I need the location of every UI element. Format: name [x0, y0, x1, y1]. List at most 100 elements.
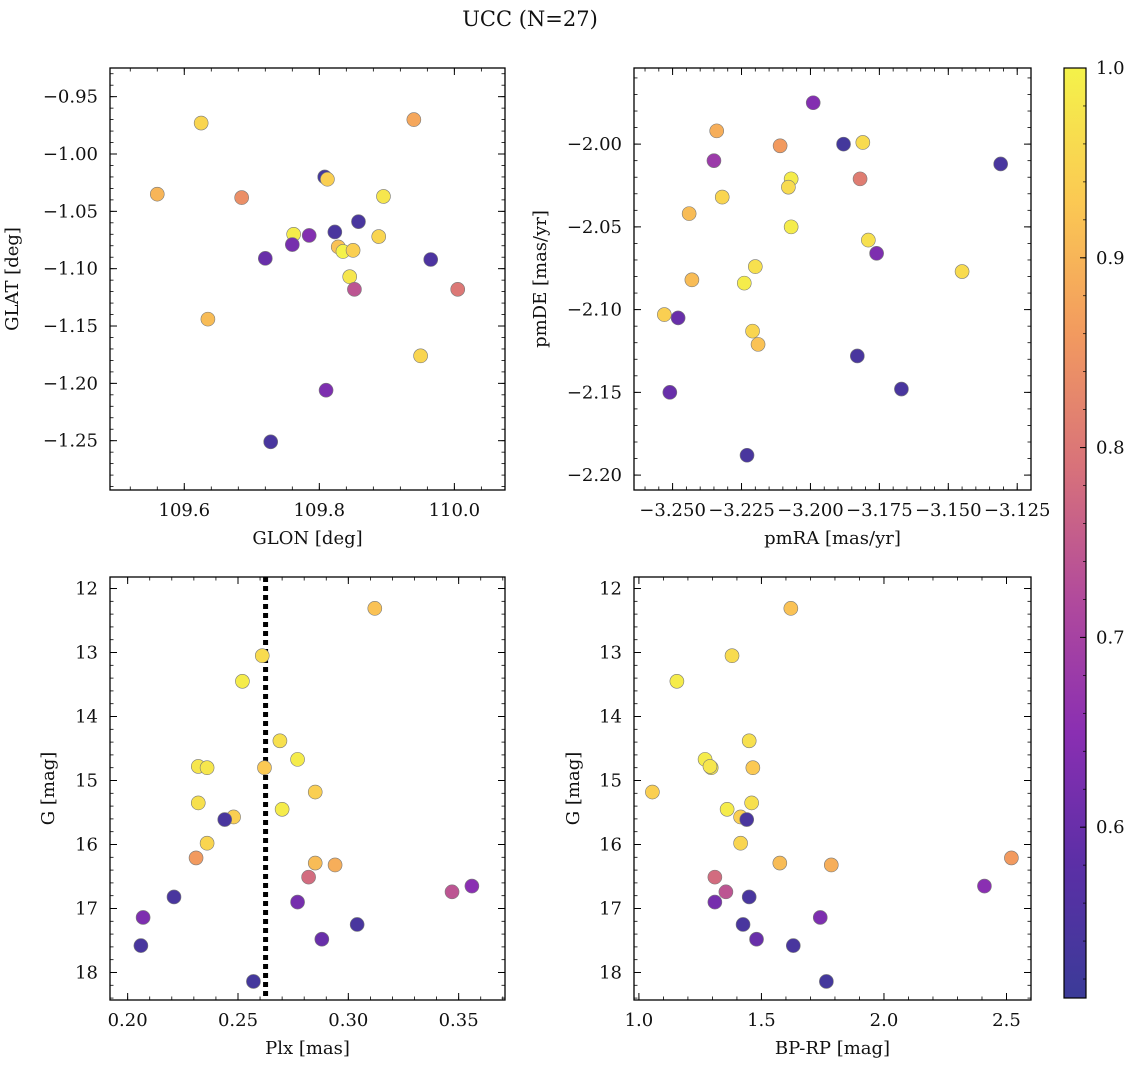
data-point	[133, 938, 149, 953]
x-axis-label: Plx [mas]	[265, 1038, 350, 1059]
y-tick-label: 12	[75, 579, 98, 600]
x-tick-label: 0.25	[218, 1010, 258, 1031]
data-point	[894, 381, 909, 397]
x-axis-label: pmRA [mas/yr]	[764, 528, 901, 549]
data-point	[702, 759, 718, 774]
data-point	[199, 835, 215, 851]
y-tick-label: 17	[599, 898, 622, 919]
data-point	[724, 648, 740, 664]
x-tick-label: 0.20	[108, 1010, 148, 1031]
data-point	[349, 917, 365, 932]
panels: 109.6 109.8 110.0 −0.95 −1.00 −1.05 −1.10 −1.15…	[2, 67, 1051, 1059]
y-tick-label: −2.10	[567, 300, 622, 321]
data-point	[706, 153, 722, 168]
y-axis-label: G [mag]	[563, 752, 584, 825]
data-point	[367, 601, 383, 616]
data-point	[200, 311, 216, 327]
data-point	[850, 348, 865, 364]
x-tick-label: 110.0	[429, 500, 481, 521]
data-point	[772, 138, 788, 154]
colorbar-tick-label: 0.8	[1096, 438, 1125, 459]
x-tick-label: −3.200	[777, 500, 844, 521]
x-tick-label: −3.225	[708, 500, 775, 521]
x-tick-label: 109.8	[294, 500, 346, 521]
panel-2: −3.250 −3.225 −3.200 −3.175 −3.150 −3.125 −2.0…	[530, 67, 1051, 549]
data-point	[741, 889, 757, 905]
x-tick-label: −3.250	[639, 500, 706, 521]
data-point	[307, 855, 323, 871]
data-point	[246, 974, 261, 989]
data-point	[745, 323, 760, 339]
data-point	[345, 243, 361, 258]
colorbar-tick-label: 1.0	[1096, 58, 1125, 79]
data-point	[290, 752, 305, 767]
data-point	[327, 224, 343, 240]
data-point	[836, 136, 851, 152]
plot-frame	[109, 67, 506, 491]
y-tick-label: −2.05	[567, 217, 622, 238]
data-point	[645, 784, 660, 800]
data-point	[290, 894, 305, 910]
x-tick-label: −3.125	[984, 500, 1051, 521]
data-point	[977, 878, 992, 894]
y-tick-label: 15	[599, 771, 622, 792]
y-tick-label: −1.00	[43, 144, 98, 165]
data-point	[749, 931, 764, 947]
y-tick-label: 14	[599, 707, 622, 728]
panel-1: 109.6 109.8 110.0 −0.95 −1.00 −1.05 −1.10 −1.15…	[2, 67, 506, 549]
data-point	[149, 186, 165, 202]
plot-frame	[633, 576, 1032, 1001]
y-tick-label: −0.95	[43, 87, 98, 108]
y-tick-label: 18	[599, 962, 622, 983]
y-tick-label: −1.10	[43, 259, 98, 280]
data-point	[805, 95, 821, 111]
data-point	[861, 232, 876, 248]
data-point	[669, 674, 685, 689]
panel-3: 0.20 0.25 0.30 0.35 12 13 14 15 16 17 18 Plx [mas] G…	[38, 576, 506, 1059]
data-point	[733, 835, 748, 851]
y-axis-label: GLAT [deg]	[2, 227, 23, 331]
data-point	[166, 889, 182, 905]
y-tick-label: 15	[75, 771, 98, 792]
data-point	[254, 648, 270, 664]
data-point	[707, 869, 723, 885]
data-point	[750, 337, 766, 352]
data-point	[318, 382, 334, 398]
data-point	[657, 307, 672, 322]
colorbar-gradient	[1063, 67, 1087, 999]
y-axis-label: G [mag]	[38, 752, 59, 825]
data-point	[314, 931, 330, 947]
colorbar: 0.6 0.7 0.8 0.9 1.0	[1063, 58, 1125, 999]
y-tick-label: −1.25	[43, 431, 98, 452]
y-tick-label: 16	[599, 834, 622, 855]
data-point	[785, 938, 801, 953]
data-point	[781, 179, 796, 195]
data-point	[263, 434, 279, 450]
data-point	[376, 189, 391, 204]
data-point	[748, 259, 763, 274]
data-point	[450, 282, 466, 297]
colorbar-tick-label: 0.7	[1096, 627, 1125, 648]
data-point	[135, 910, 151, 925]
x-tick-label: 2.5	[992, 1010, 1021, 1031]
data-point	[234, 190, 249, 205]
data-point	[307, 784, 323, 800]
data-point	[413, 348, 428, 364]
data-point	[719, 801, 735, 817]
data-point	[783, 601, 799, 616]
data-point	[190, 795, 206, 811]
data-point	[217, 812, 233, 827]
data-point	[193, 115, 209, 131]
data-point	[709, 123, 725, 139]
data-point	[718, 884, 734, 900]
x-tick-label: −3.150	[915, 500, 982, 521]
data-point	[199, 760, 215, 776]
data-point	[285, 237, 300, 252]
data-point	[772, 855, 788, 871]
data-point	[235, 674, 250, 689]
data-point	[819, 974, 834, 989]
y-tick-label: 16	[75, 834, 98, 855]
y-tick-label: −1.15	[43, 316, 98, 337]
data-point	[823, 857, 839, 873]
x-tick-label: −3.175	[846, 500, 913, 521]
